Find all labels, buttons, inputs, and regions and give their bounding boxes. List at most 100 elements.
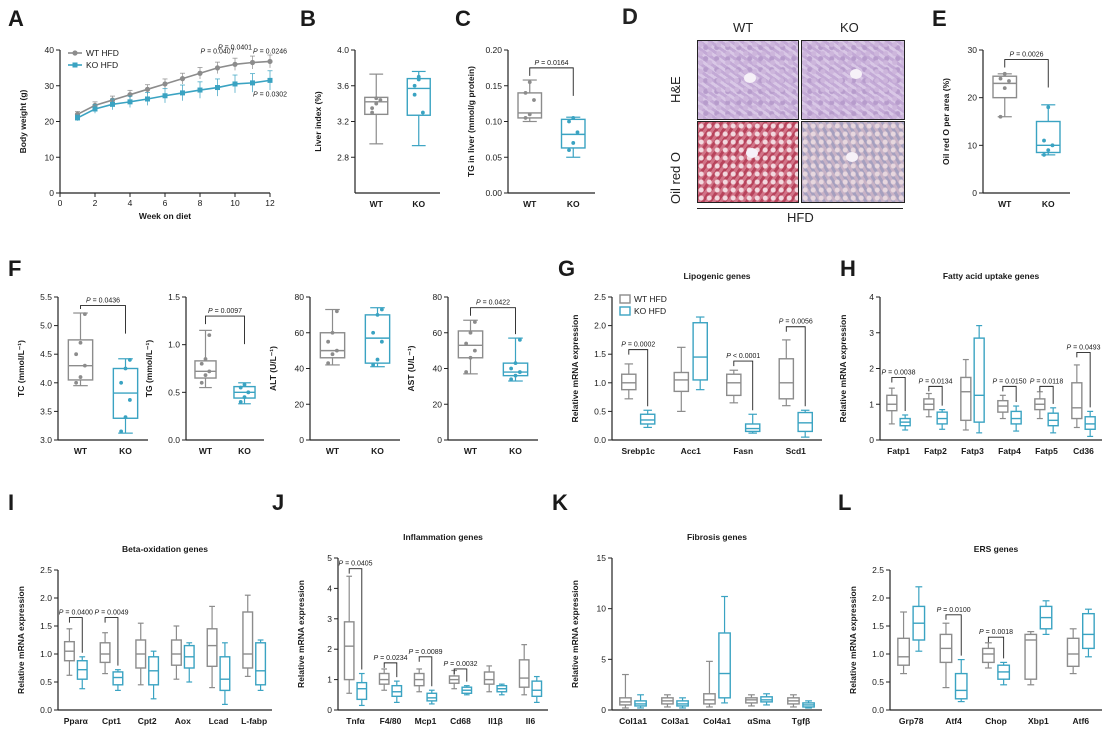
box-iqr [112,671,124,686]
box-wt [206,605,218,689]
bracket-line [418,656,433,687]
x-tick-label: Lcad [209,716,229,726]
box-iqr [639,413,656,425]
data-point [127,99,133,105]
box-ko [426,689,438,705]
y-axis-label: Body weight (g) [18,89,28,153]
box-ko [148,650,160,700]
data-point [998,76,1003,81]
chart-l: 0.0 0.5 1.0 1.5 2.0 2.5 Relative mRNA expressi… [838,490,1102,726]
data-point [375,357,380,362]
p-value-bracket: P = 0.0164 [529,60,574,96]
x-tick-label: Grp78 [899,716,924,726]
chart-f2: 0.0 0.5 1.0 1.5 TG (mmol/L⁻¹) WT KO P = 0.0097 [144,292,264,456]
y-tick-label: 3.5 [40,406,52,416]
box-wt [1071,364,1083,429]
box-iqr [797,411,813,433]
box-iqr [391,684,403,698]
y-tick-label: 0.0 [40,705,52,715]
data-point [145,96,150,102]
data-point [110,101,115,107]
data-point [162,93,168,99]
x-tick-label: Il6 [526,716,536,726]
data-point [242,382,247,387]
box-iqr [960,376,972,422]
data-point [412,83,417,88]
series-ko-hfd [75,70,273,121]
box-wt [413,668,425,693]
bracket-line [348,568,363,670]
box-ko [954,658,968,703]
p-value-label: P = 0.0246 [253,49,287,56]
panel-d-letter: D [622,4,638,29]
box-iqr [531,680,543,698]
chart-title: Fibrosis genes [687,532,747,542]
data-point [567,148,571,153]
box-ko [912,586,926,652]
y-tick-label: 1.0 [872,649,884,659]
y-tick-label: 0.20 [485,45,502,55]
panel-d-hfd-label: HFD [787,210,814,225]
y-axis-label: TG (mmol/L⁻¹) [144,340,154,398]
box-iqr [1082,612,1095,650]
x-tick-label: Scd1 [786,446,807,456]
panel-letter: L [838,490,851,515]
box-iqr [1071,382,1083,420]
p-value-label: P < 0.0001 [726,353,760,360]
data-point [238,385,243,390]
box-iqr [219,656,231,692]
data-point [523,116,528,120]
p-value-bracket: P = 0.0002 [621,342,655,407]
box-ko [899,414,911,431]
panel-letter: A [8,6,24,31]
data-point [203,357,208,361]
data-point [509,366,514,371]
box-wt [726,369,742,404]
p-value-bracket: P = 0.0493 [1066,344,1101,408]
x-tick-label: Fatp2 [924,446,947,456]
box-ko [1084,410,1096,438]
panel-d-col-ko: KO [840,20,859,35]
p-value-bracket: P = 0.0405 [338,561,373,670]
data-point [199,380,204,385]
panel-letter: K [552,490,568,515]
x-tick-label: Tgfβ [792,716,810,726]
box-iqr [378,672,390,685]
x-tick-label: WT [998,199,1012,209]
box-iqr [1035,120,1061,154]
series-line [77,79,271,119]
data-point [119,429,124,434]
box-wt [67,312,94,387]
p-value-label: P = 0.0401 [218,44,252,51]
data-point [82,312,87,317]
data-point [127,358,132,362]
he-ko-vessel [850,69,862,79]
legend-label: KO HFD [634,306,666,316]
box-iqr [673,371,690,393]
box-iqr [1047,412,1059,427]
bracket-line [987,636,1005,659]
y-tick-label: 0.5 [594,406,606,416]
y-tick-label: 2 [327,644,332,654]
x-tick-label: WT [326,446,340,456]
box-wt [319,308,346,366]
y-tick-label: 5.5 [40,292,52,302]
x-tick-label: Xbp1 [1028,716,1049,726]
data-point [472,348,477,353]
y-tick-label: 0 [437,435,442,445]
data-point [523,91,528,95]
box-ko [718,595,731,704]
box-wt [378,668,390,691]
y-tick-label: 10 [968,140,978,150]
x-tick-label: 10 [230,198,240,208]
panel-letter: B [300,6,316,31]
x-tick-label: Il1β [488,716,503,726]
box-ko [1010,405,1022,432]
y-tick-label: 3 [869,328,874,338]
p-value-label: P = 0.0026 [1009,52,1043,59]
box-iqr [255,642,267,686]
box-wt [483,665,495,693]
box-wt [778,339,795,407]
box-iqr [1066,637,1080,668]
panel-letter: J [272,490,284,515]
